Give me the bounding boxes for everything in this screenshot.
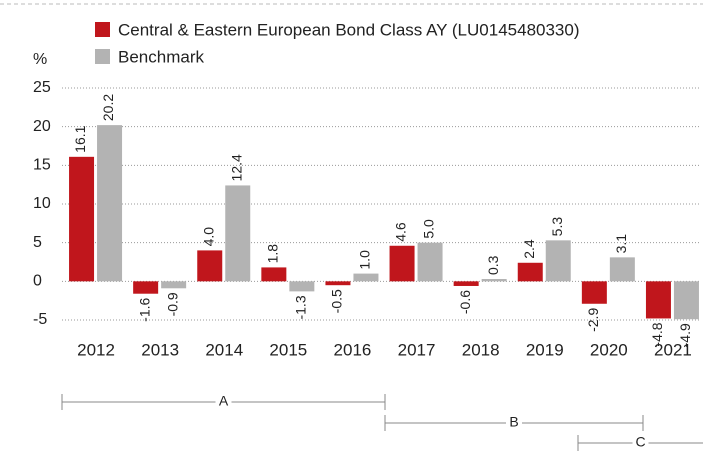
period-label: C: [635, 434, 645, 450]
value-label: -4.8: [649, 322, 665, 346]
bar: [69, 156, 95, 282]
x-tick-label: 2012: [77, 340, 115, 359]
value-label: -1.6: [136, 297, 152, 321]
legend-swatch: [95, 49, 110, 64]
bar: [581, 281, 607, 304]
x-tick-label: 2017: [398, 340, 436, 359]
x-tick-label: 2020: [590, 340, 628, 359]
value-label: 1.0: [357, 250, 373, 270]
value-label: 1.8: [265, 244, 281, 264]
bar: [161, 281, 187, 289]
value-label: -0.5: [329, 289, 345, 313]
bar: [417, 242, 443, 282]
bar: [197, 250, 223, 282]
value-label: 5.0: [421, 219, 437, 239]
y-tick-label: 15: [33, 157, 51, 174]
bar: [225, 185, 251, 282]
x-tick-label: 2019: [526, 340, 564, 359]
value-label: 4.6: [393, 222, 409, 242]
period-label: B: [509, 414, 518, 430]
bar: [517, 262, 543, 282]
bar: [325, 281, 351, 286]
value-label: 5.3: [549, 217, 565, 237]
bar: [645, 281, 671, 319]
x-tick-label: 2016: [334, 340, 372, 359]
bar: [261, 267, 287, 282]
period-label: A: [219, 393, 229, 409]
value-label: 4.0: [200, 227, 216, 247]
y-axis-label: %: [33, 51, 47, 68]
value-label: 0.3: [485, 255, 501, 275]
y-tick-label: 20: [33, 118, 51, 135]
y-tick-label: -5: [33, 311, 47, 328]
legend-label: Central & Eastern European Bond Class AY…: [118, 20, 580, 39]
bar: [545, 240, 571, 282]
bar: [673, 281, 699, 320]
bar: [609, 257, 635, 282]
legend-swatch: [95, 22, 110, 37]
bar: [453, 281, 479, 286]
bar: [289, 281, 315, 292]
value-label: 2.4: [521, 239, 537, 259]
legend-label: Benchmark: [118, 47, 204, 66]
x-tick-label: 2014: [205, 340, 243, 359]
value-label: 12.4: [228, 154, 244, 181]
value-label: -4.9: [677, 323, 693, 347]
y-tick-label: 5: [33, 234, 42, 251]
bar: [353, 273, 379, 282]
value-label: -0.6: [457, 290, 473, 314]
value-label: -1.3: [293, 295, 309, 319]
y-tick-label: 0: [33, 273, 42, 290]
y-tick-label: 25: [33, 79, 51, 96]
x-tick-label: 2013: [141, 340, 179, 359]
y-tick-label: 10: [33, 195, 51, 212]
value-label: -0.9: [164, 292, 180, 316]
x-tick-label: 2018: [462, 340, 500, 359]
bar: [481, 279, 507, 282]
bar: [133, 281, 159, 294]
value-label: 16.1: [72, 125, 88, 152]
x-tick-label: 2021: [654, 340, 692, 359]
bar: [97, 125, 123, 282]
bar: [389, 245, 415, 282]
value-label: 20.2: [100, 94, 116, 121]
value-label: 3.1: [613, 234, 629, 254]
x-tick-label: 2015: [269, 340, 307, 359]
value-label: -2.9: [585, 308, 601, 332]
